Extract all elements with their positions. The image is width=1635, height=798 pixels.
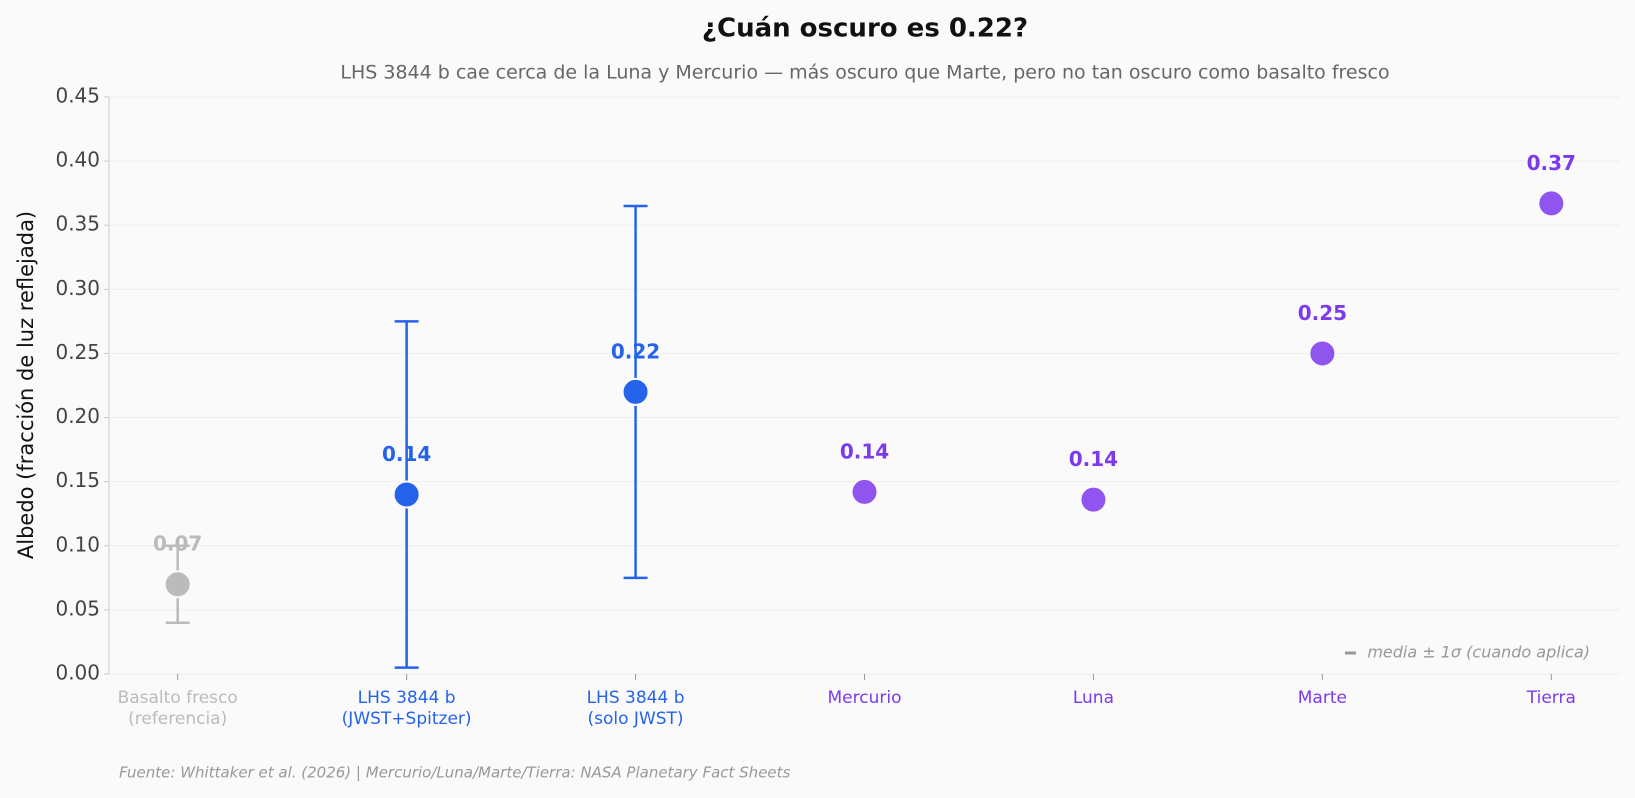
- value-label: 0.14: [840, 439, 889, 463]
- x-tick-label: Luna: [1072, 688, 1114, 708]
- x-tick-label: Tierra: [1526, 688, 1576, 708]
- y-tick-label: 0.20: [55, 404, 100, 428]
- y-axis-label: Albedo (fracción de luz reflejada): [14, 211, 38, 559]
- x-tick-label: LHS 3844 b (solo JWST): [586, 688, 685, 729]
- source-note: Fuente: Whittaker et al. (2026) | Mercur…: [119, 764, 791, 782]
- data-point: [163, 570, 192, 599]
- data-point: [1079, 485, 1108, 514]
- value-label: 0.14: [1069, 447, 1118, 471]
- data-point: [850, 477, 879, 506]
- value-label: 0.37: [1527, 151, 1576, 175]
- value-label: 0.14: [382, 442, 431, 466]
- y-tick-label: 0.30: [55, 276, 100, 300]
- value-label: 0.22: [611, 339, 660, 363]
- y-tick-label: 0.10: [55, 532, 100, 556]
- data-point: [1537, 189, 1566, 218]
- y-tick-label: 0.05: [55, 596, 100, 620]
- value-label: 0.25: [1298, 301, 1347, 325]
- legend-note: media ± 1σ (cuando aplica): [1367, 643, 1590, 662]
- data-point: [621, 377, 650, 406]
- chart-subtitle: LHS 3844 b cae cerca de la Luna y Mercur…: [340, 62, 1389, 84]
- data-point: [392, 480, 421, 509]
- chart-title: ¿Cuán oscuro es 0.22?: [702, 14, 1028, 44]
- data-point: [1308, 339, 1337, 368]
- x-tick-label: LHS 3844 b (JWST+Spitzer): [341, 688, 472, 729]
- x-tick-label: Mercurio: [827, 688, 902, 708]
- y-tick-label: 0.35: [55, 212, 100, 236]
- y-tick-label: 0.40: [55, 148, 100, 172]
- y-tick-label: 0.15: [55, 468, 100, 492]
- x-tick-label: Basalto fresco (referencia): [117, 688, 238, 729]
- x-tick-label: Marte: [1297, 688, 1347, 708]
- y-tick-label: 0.00: [55, 661, 100, 685]
- y-tick-label: 0.25: [55, 340, 100, 364]
- value-label: 0.07: [153, 532, 202, 556]
- y-tick-label: 0.45: [55, 84, 100, 108]
